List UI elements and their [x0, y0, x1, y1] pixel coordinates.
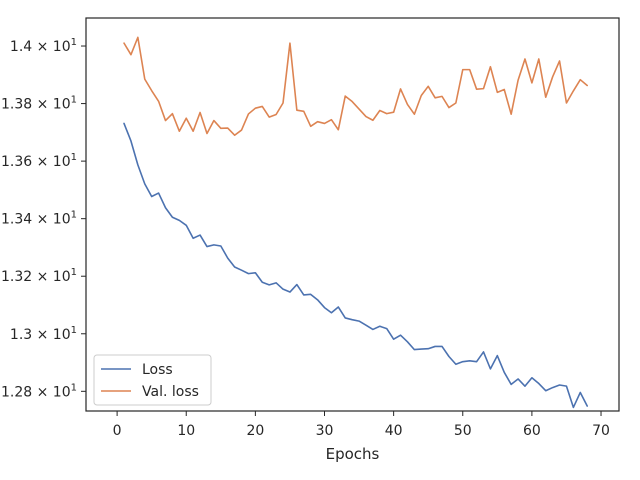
- y-tick-exponent: 1: [71, 325, 77, 336]
- x-tick-label: 40: [385, 423, 403, 439]
- plot-frame: [85, 17, 620, 412]
- x-tick-label: 10: [177, 423, 195, 439]
- series-line-loss: [123, 122, 589, 409]
- y-tick-base: 1.3 × 10: [10, 327, 71, 343]
- y-tick-label: 1.34 × 101: [1, 210, 77, 228]
- y-tick-base: 1.4 × 10: [10, 39, 71, 55]
- y-tick-label: 1.4 × 101: [10, 37, 77, 55]
- x-tick-label: 50: [454, 423, 472, 439]
- y-tick-exponent: 1: [71, 382, 77, 393]
- y-tick-exponent: 1: [71, 267, 77, 278]
- x-ticks: 0 10 20 30 40 50 60 70: [113, 411, 610, 439]
- y-tick-label: 1.28 × 101: [1, 382, 77, 400]
- legend-label-val-loss: Val. loss: [142, 384, 199, 400]
- series-layer: [123, 36, 589, 409]
- y-tick-base: 1.38 × 10: [1, 97, 71, 113]
- series-line-val-loss: [123, 36, 589, 137]
- y-tick-label: 1.3 × 101: [10, 325, 77, 343]
- y-tick-exponent: 1: [71, 95, 77, 106]
- y-tick-label: 1.32 × 101: [1, 267, 77, 285]
- y-tick-base: 1.28 × 10: [1, 384, 71, 400]
- legend: Loss Val. loss: [93, 354, 212, 406]
- x-tick-label: 0: [113, 423, 122, 439]
- y-tick-exponent: 1: [71, 37, 77, 48]
- x-tick-label: 70: [592, 423, 610, 439]
- y-tick-exponent: 1: [71, 152, 77, 163]
- y-tick-base: 1.36 × 10: [1, 154, 71, 170]
- y-tick-exponent: 1: [71, 210, 77, 221]
- y-tick-base: 1.32 × 10: [1, 269, 71, 285]
- y-tick-label: 1.38 × 101: [1, 95, 77, 113]
- x-tick-label: 30: [316, 423, 334, 439]
- legend-label-loss: Loss: [142, 362, 173, 378]
- x-tick-label: 20: [246, 423, 264, 439]
- legend-frame: [93, 354, 212, 406]
- y-tick-label: 1.36 × 101: [1, 152, 77, 170]
- x-tick-label: 60: [523, 423, 541, 439]
- x-axis-title: Epochs: [326, 445, 380, 463]
- y-tick-base: 1.34 × 10: [1, 212, 71, 228]
